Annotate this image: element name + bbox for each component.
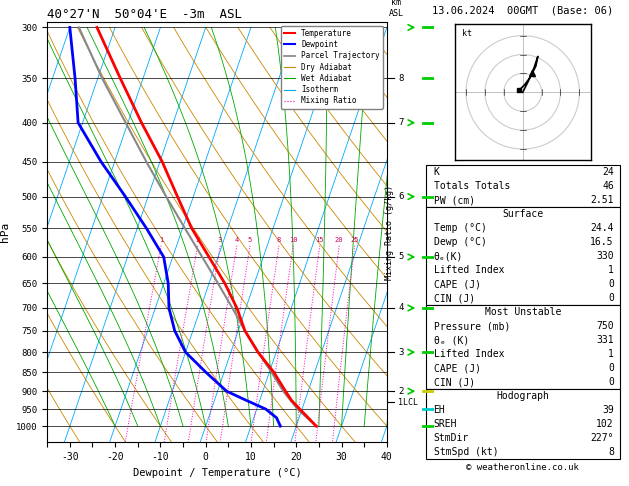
Text: K: K bbox=[433, 167, 440, 177]
Text: 5: 5 bbox=[398, 252, 404, 261]
Text: 8: 8 bbox=[398, 74, 404, 83]
Text: 8: 8 bbox=[608, 447, 614, 457]
Bar bbox=[426, 389, 620, 459]
Text: CAPE (J): CAPE (J) bbox=[433, 363, 481, 373]
Text: 3: 3 bbox=[398, 347, 404, 357]
Text: 24.4: 24.4 bbox=[590, 223, 614, 233]
Text: SREH: SREH bbox=[433, 419, 457, 429]
Text: 5: 5 bbox=[248, 237, 252, 243]
Text: 331: 331 bbox=[596, 335, 614, 345]
Bar bbox=[426, 165, 620, 207]
Text: 24: 24 bbox=[602, 167, 614, 177]
Text: 46: 46 bbox=[602, 181, 614, 191]
Text: Most Unstable: Most Unstable bbox=[484, 307, 561, 317]
Text: Lifted Index: Lifted Index bbox=[433, 349, 504, 359]
Text: PW (cm): PW (cm) bbox=[433, 195, 475, 205]
Text: 15: 15 bbox=[316, 237, 324, 243]
Text: CIN (J): CIN (J) bbox=[433, 293, 475, 303]
Legend: Temperature, Dewpoint, Parcel Trajectory, Dry Adiabat, Wet Adiabat, Isotherm, Mi: Temperature, Dewpoint, Parcel Trajectory… bbox=[281, 26, 383, 108]
Text: θₑ (K): θₑ (K) bbox=[433, 335, 469, 345]
Bar bbox=[426, 207, 620, 305]
Text: kt: kt bbox=[462, 29, 472, 37]
Text: 4: 4 bbox=[235, 237, 239, 243]
Text: 2.51: 2.51 bbox=[590, 195, 614, 205]
Text: 0: 0 bbox=[608, 377, 614, 387]
Text: 750: 750 bbox=[596, 321, 614, 331]
Text: StmSpd (kt): StmSpd (kt) bbox=[433, 447, 498, 457]
Text: Temp (°C): Temp (°C) bbox=[433, 223, 486, 233]
Text: 16.5: 16.5 bbox=[590, 237, 614, 247]
Text: EH: EH bbox=[433, 405, 445, 415]
Text: θₑ(K): θₑ(K) bbox=[433, 251, 463, 261]
Text: 3: 3 bbox=[218, 237, 222, 243]
Text: Hodograph: Hodograph bbox=[496, 391, 549, 401]
Bar bbox=[426, 305, 620, 389]
Text: 1LCL: 1LCL bbox=[398, 398, 418, 407]
Text: CIN (J): CIN (J) bbox=[433, 377, 475, 387]
Text: Lifted Index: Lifted Index bbox=[433, 265, 504, 275]
Text: 2: 2 bbox=[398, 387, 404, 396]
Text: km
ASL: km ASL bbox=[389, 0, 404, 17]
Text: Mixing Ratio (g/kg): Mixing Ratio (g/kg) bbox=[386, 185, 394, 279]
Y-axis label: hPa: hPa bbox=[1, 222, 11, 242]
Text: 40°27'N  50°04'E  -3m  ASL: 40°27'N 50°04'E -3m ASL bbox=[47, 8, 242, 21]
Text: 7: 7 bbox=[398, 118, 404, 127]
Text: © weatheronline.co.uk: © weatheronline.co.uk bbox=[466, 463, 579, 472]
Text: 4: 4 bbox=[398, 303, 404, 312]
Text: 1: 1 bbox=[608, 265, 614, 275]
Text: Surface: Surface bbox=[502, 209, 543, 219]
Text: 8: 8 bbox=[277, 237, 281, 243]
Text: 330: 330 bbox=[596, 251, 614, 261]
Text: Totals Totals: Totals Totals bbox=[433, 181, 510, 191]
Text: 10: 10 bbox=[289, 237, 298, 243]
X-axis label: Dewpoint / Temperature (°C): Dewpoint / Temperature (°C) bbox=[133, 468, 301, 478]
Text: 6: 6 bbox=[398, 192, 404, 201]
Text: 13.06.2024  00GMT  (Base: 06): 13.06.2024 00GMT (Base: 06) bbox=[432, 6, 613, 16]
Text: 0: 0 bbox=[608, 279, 614, 289]
Text: 20: 20 bbox=[335, 237, 343, 243]
Text: 1: 1 bbox=[159, 237, 163, 243]
Text: 102: 102 bbox=[596, 419, 614, 429]
Text: Pressure (mb): Pressure (mb) bbox=[433, 321, 510, 331]
Text: 0: 0 bbox=[608, 293, 614, 303]
Text: 1: 1 bbox=[608, 349, 614, 359]
Text: StmDir: StmDir bbox=[433, 433, 469, 443]
Text: 25: 25 bbox=[350, 237, 359, 243]
Text: 0: 0 bbox=[608, 363, 614, 373]
Text: CAPE (J): CAPE (J) bbox=[433, 279, 481, 289]
Text: Dewp (°C): Dewp (°C) bbox=[433, 237, 486, 247]
Text: 2: 2 bbox=[196, 237, 199, 243]
Text: 39: 39 bbox=[602, 405, 614, 415]
Text: 227°: 227° bbox=[590, 433, 614, 443]
